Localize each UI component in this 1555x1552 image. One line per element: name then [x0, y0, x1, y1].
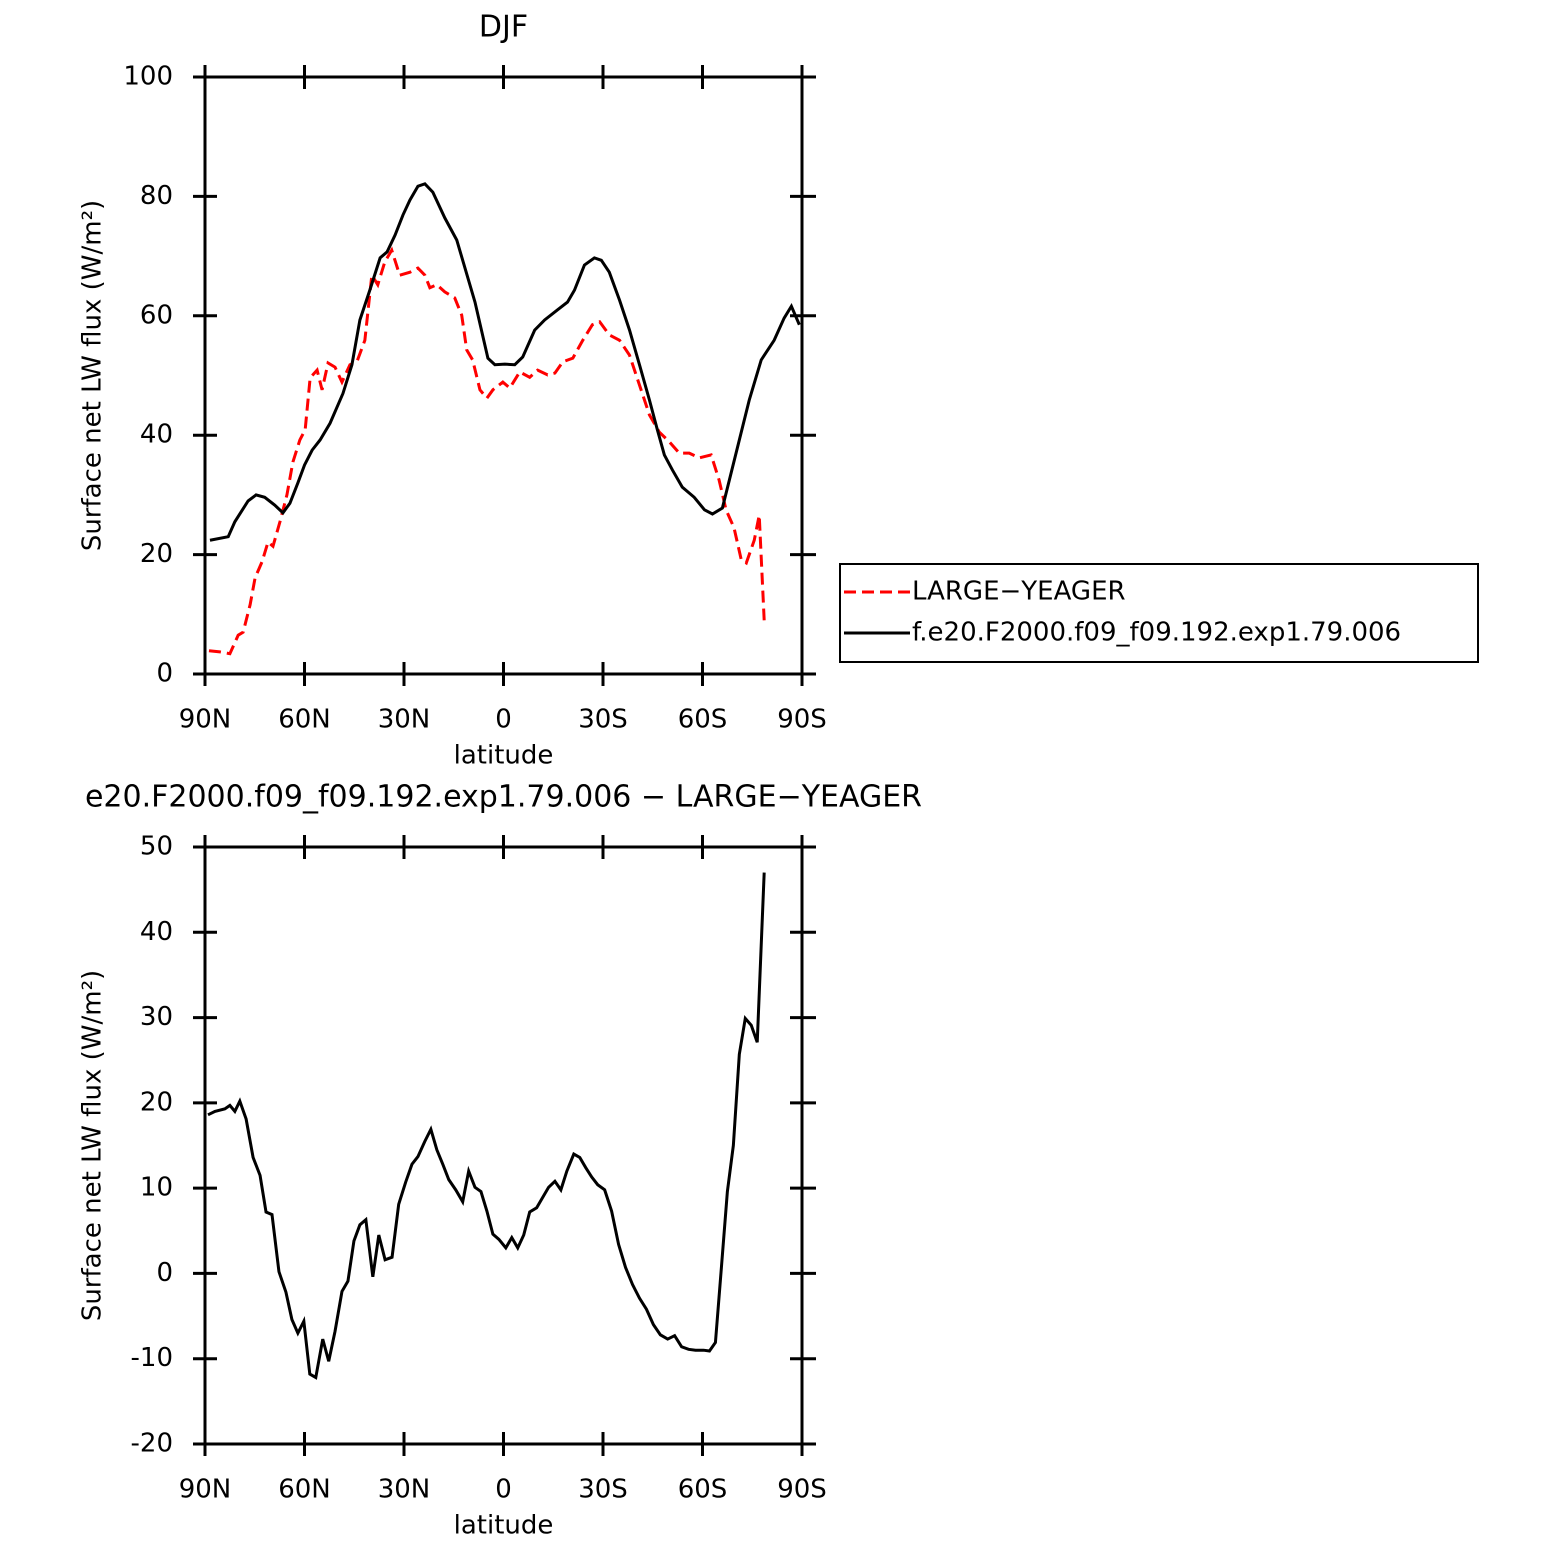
y-tick-label: 40: [140, 420, 173, 450]
y-tick-label: 10: [140, 1173, 173, 1203]
y-axis-label: Surface net LW flux (W/m²): [78, 200, 108, 551]
x-tick-label: 60S: [678, 1475, 728, 1505]
plot-frame: [203, 75, 804, 676]
x-tick-label: 30N: [378, 1475, 431, 1505]
legend-label: f.e20.F2000.f09_f09.192.exp1.79.006: [912, 618, 1401, 648]
y-tick-label: 0: [156, 659, 173, 689]
y-tick-label: -10: [131, 1343, 173, 1373]
data-line: [209, 182, 801, 542]
legend-label: LARGE−YEAGER: [912, 577, 1126, 607]
x-tick-label: 90N: [179, 705, 232, 735]
chart-title: e20.F2000.f09_f09.192.exp1.79.006 − LARG…: [85, 780, 922, 815]
data-line: [207, 872, 766, 1380]
x-tick-label: 90S: [777, 1475, 827, 1505]
y-tick-label: 50: [140, 832, 173, 862]
y-tick-label: 80: [140, 181, 173, 211]
y-tick-label: 100: [123, 62, 173, 92]
x-axis-label: latitude: [454, 1511, 554, 1541]
y-tick-label: 0: [156, 1258, 173, 1288]
x-axis-label: latitude: [454, 741, 554, 771]
y-tick-label: 20: [140, 1087, 173, 1117]
y-tick-label: 40: [140, 917, 173, 947]
y-tick-label: 60: [140, 300, 173, 330]
chart-title: DJF: [479, 10, 528, 45]
x-tick-label: 60S: [678, 705, 728, 735]
x-tick-label: 30S: [578, 1475, 628, 1505]
x-tick-label: 0: [495, 705, 512, 735]
x-tick-label: 30S: [578, 705, 628, 735]
x-tick-label: 60N: [278, 705, 331, 735]
y-tick-label: -20: [131, 1429, 173, 1459]
x-tick-label: 30N: [378, 705, 431, 735]
legend: LARGE−YEAGER f.e20.F2000.f09_f09.192.exp1…: [839, 563, 1479, 663]
x-tick-label: 90N: [179, 1475, 232, 1505]
y-tick-label: 20: [140, 539, 173, 569]
y-axis-label: Surface net LW flux (W/m²): [78, 970, 108, 1321]
x-tick-label: 90S: [777, 705, 827, 735]
x-tick-label: 60N: [278, 1475, 331, 1505]
plot-frame: [203, 845, 804, 1446]
x-tick-label: 0: [495, 1475, 512, 1505]
data-line: [208, 246, 766, 656]
legend-box: [839, 563, 1479, 663]
y-tick-label: 30: [140, 1002, 173, 1032]
